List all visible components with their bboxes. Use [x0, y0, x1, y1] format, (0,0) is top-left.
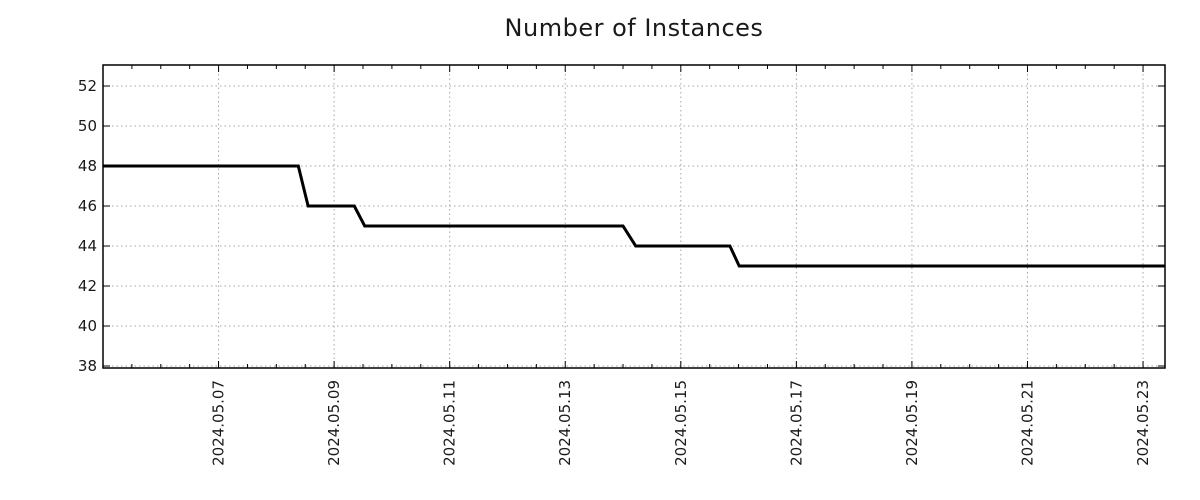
y-tick-label: 46 [78, 197, 97, 215]
x-tick-label: 2024.05.09 [325, 380, 343, 466]
y-tick-label: 52 [78, 77, 97, 95]
plot-border [102, 64, 1166, 369]
y-tick-label: 48 [78, 157, 97, 175]
x-tick-label: 2024.05.21 [1018, 380, 1036, 466]
y-tick-label: 38 [78, 357, 97, 375]
x-tick-label: 2024.05.19 [903, 380, 921, 466]
x-tick-label: 2024.05.13 [556, 380, 574, 466]
x-tick-label: 2024.05.17 [787, 380, 805, 466]
x-tick-label: 2024.05.11 [441, 380, 459, 466]
x-tick-label: 2024.05.23 [1134, 380, 1152, 466]
y-tick-label: 44 [78, 237, 97, 255]
x-tick-label: 2024.05.07 [210, 380, 228, 466]
x-tick-label: 2024.05.15 [672, 380, 690, 466]
series-line [103, 164, 1165, 268]
y-tick-label: 40 [78, 317, 97, 335]
y-tick-label: 50 [78, 117, 97, 135]
y-tick-label: 42 [78, 277, 97, 295]
chart-title: Number of Instances [504, 14, 764, 42]
